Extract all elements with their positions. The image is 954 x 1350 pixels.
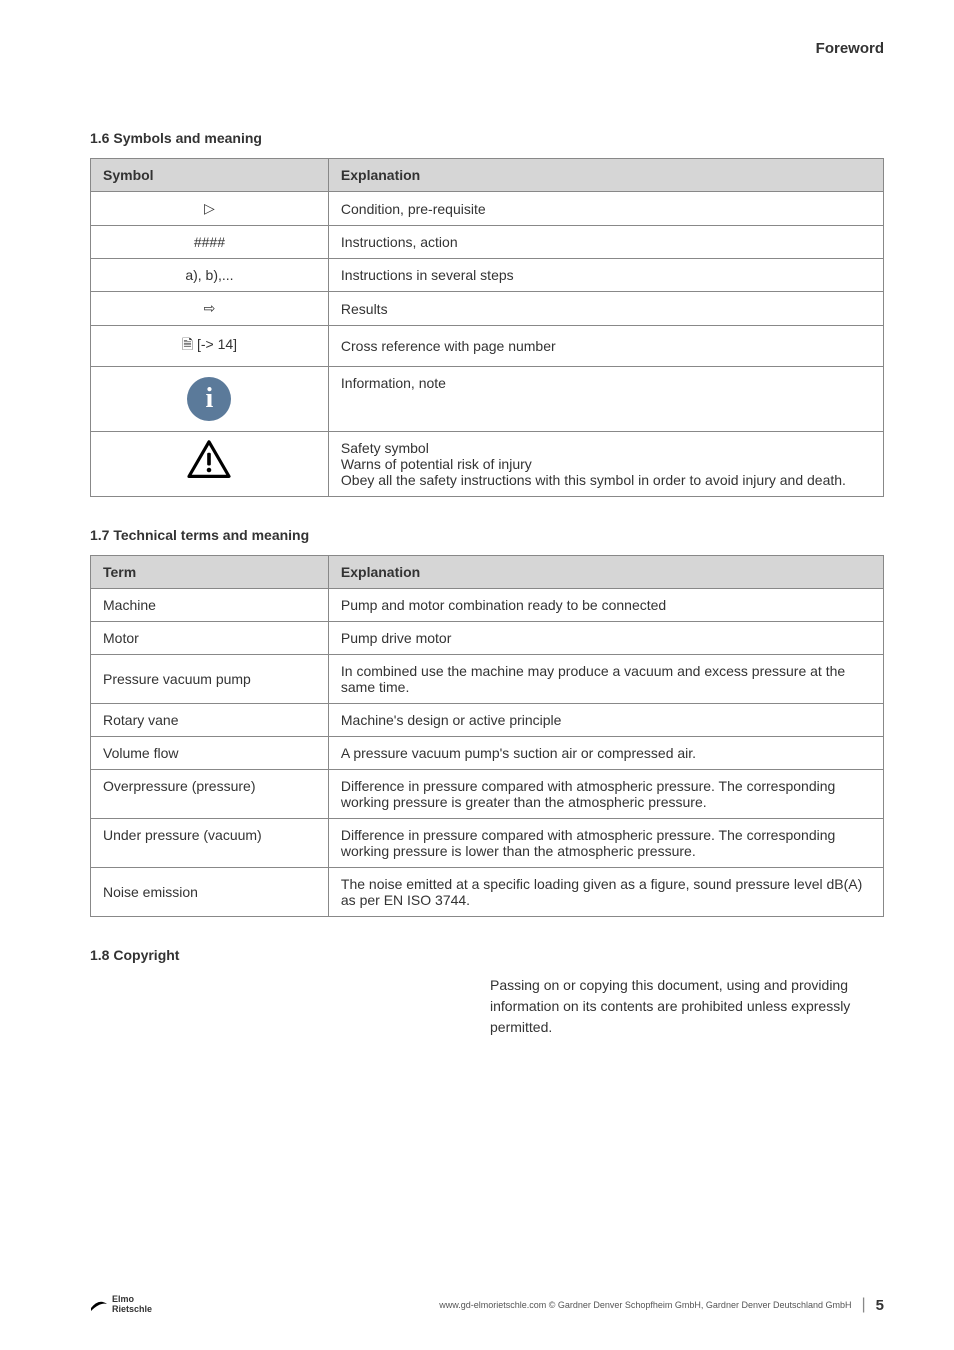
explanation-cell: A pressure vacuum pump's suction air or …: [328, 737, 883, 770]
terms-table-header-term: Term: [91, 556, 329, 589]
copyright-text: Passing on or copying this document, usi…: [490, 975, 870, 1038]
terms-table-header-explanation: Explanation: [328, 556, 883, 589]
table-row: Pressure vacuum pump In combined use the…: [91, 655, 884, 704]
term-cell: Pressure vacuum pump: [91, 655, 329, 704]
explanation-cell: Machine's design or active principle: [328, 704, 883, 737]
table-row: Under pressure (vacuum) Difference in pr…: [91, 819, 884, 868]
warning-icon: [187, 440, 231, 480]
table-row: i Information, note: [91, 367, 884, 432]
table-row: Volume flow A pressure vacuum pump's suc…: [91, 737, 884, 770]
table-row: Rotary vane Machine's design or active p…: [91, 704, 884, 737]
explanation-cell: Cross reference with page number: [328, 326, 883, 367]
symbol-cell: [91, 432, 329, 497]
table-row: a), b),... Instructions in several steps: [91, 259, 884, 292]
explanation-cell: In combined use the machine may produce …: [328, 655, 883, 704]
table-row: ⇨ Results: [91, 292, 884, 326]
section-1-8-heading: 1.8 Copyright: [90, 947, 884, 963]
explanation-cell: Instructions in several steps: [328, 259, 883, 292]
footer-logo-line2: Rietschle: [112, 1305, 152, 1315]
symbol-cell: ⇨: [91, 292, 329, 326]
page-header-title: Foreword: [816, 40, 884, 57]
term-cell: Under pressure (vacuum): [91, 819, 329, 868]
term-cell: Rotary vane: [91, 704, 329, 737]
symbols-table-header-explanation: Explanation: [328, 159, 883, 192]
table-row: Overpressure (pressure) Difference in pr…: [91, 770, 884, 819]
footer-logo: Elmo Rietschle: [90, 1295, 152, 1315]
term-cell: Motor: [91, 622, 329, 655]
footer-separator: |: [862, 1296, 866, 1314]
explanation-cell: Pump drive motor: [328, 622, 883, 655]
footer-page-number: 5: [876, 1297, 884, 1314]
term-cell: Volume flow: [91, 737, 329, 770]
section-1-7-heading: 1.7 Technical terms and meaning: [90, 527, 884, 543]
table-row: Machine Pump and motor combination ready…: [91, 589, 884, 622]
symbol-cell: ▷: [91, 192, 329, 226]
explanation-cell: Instructions, action: [328, 226, 883, 259]
explanation-cell: The noise emitted at a specific loading …: [328, 868, 883, 917]
term-cell: Machine: [91, 589, 329, 622]
explanation-cell: Difference in pressure compared with atm…: [328, 770, 883, 819]
explanation-cell: Results: [328, 292, 883, 326]
symbol-cell: a), b),...: [91, 259, 329, 292]
table-row: #### Instructions, action: [91, 226, 884, 259]
explanation-cell: Difference in pressure compared with atm…: [328, 819, 883, 868]
terms-table: Term Explanation Machine Pump and motor …: [90, 555, 884, 917]
table-row: ▷ Condition, pre-requisite: [91, 192, 884, 226]
logo-swoosh-icon: [90, 1298, 108, 1312]
footer-copyright: www.gd-elmorietschle.com © Gardner Denve…: [439, 1300, 851, 1310]
symbols-table: Symbol Explanation ▷ Condition, pre-requ…: [90, 158, 884, 497]
symbols-table-header-symbol: Symbol: [91, 159, 329, 192]
symbol-cell: 🗎 [-> 14]: [91, 326, 329, 367]
explanation-cell: Safety symbol Warns of potential risk of…: [328, 432, 883, 497]
term-cell: Noise emission: [91, 868, 329, 917]
footer-right-group: www.gd-elmorietschle.com © Gardner Denve…: [439, 1296, 884, 1314]
symbol-cell: i: [91, 367, 329, 432]
info-icon: i: [187, 377, 231, 421]
table-row: 🗎 [-> 14] Cross reference with page numb…: [91, 326, 884, 367]
main-content: 1.6 Symbols and meaning Symbol Explanati…: [90, 130, 884, 1038]
explanation-cell: Pump and motor combination ready to be c…: [328, 589, 883, 622]
term-cell: Overpressure (pressure): [91, 770, 329, 819]
table-row: Motor Pump drive motor: [91, 622, 884, 655]
explanation-cell: Condition, pre-requisite: [328, 192, 883, 226]
symbol-cell: ####: [91, 226, 329, 259]
explanation-cell: Information, note: [328, 367, 883, 432]
table-row: Safety symbol Warns of potential risk of…: [91, 432, 884, 497]
section-1-6-heading: 1.6 Symbols and meaning: [90, 130, 884, 146]
table-row: Noise emission The noise emitted at a sp…: [91, 868, 884, 917]
page-footer: Elmo Rietschle www.gd-elmorietschle.com …: [90, 1295, 884, 1315]
